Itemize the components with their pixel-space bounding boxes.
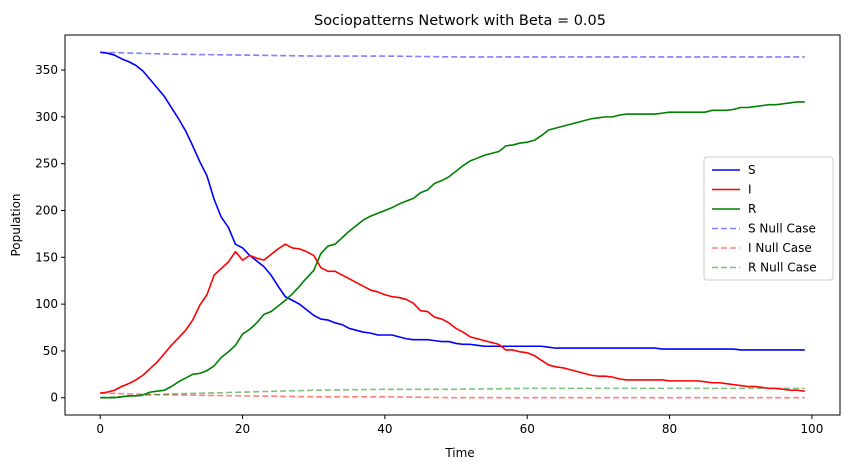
legend-label: S Null Case <box>748 222 816 236</box>
x-tick-label: 20 <box>235 422 250 436</box>
y-tick-label: 150 <box>35 250 58 264</box>
y-tick-label: 250 <box>35 157 58 171</box>
x-tick-label: 80 <box>662 422 677 436</box>
series-line-r-null-case <box>100 387 805 399</box>
y-axis: 0 50 100 150 200 250 300 350 <box>35 63 65 405</box>
legend-label: S <box>748 163 756 177</box>
legend: SIR S Null Case I Null Case R Null Case <box>703 156 834 281</box>
x-axis: 0 20 40 60 80 100 <box>96 415 823 436</box>
x-tick-label: 40 <box>377 422 392 436</box>
x-axis-label: Time <box>444 446 474 460</box>
series-line-r <box>100 101 805 399</box>
y-tick-label: 200 <box>35 203 58 217</box>
series-layer <box>100 51 805 399</box>
y-axis-label: Population <box>9 193 23 256</box>
x-tick-label: 60 <box>520 422 535 436</box>
legend-label: R Null Case <box>748 261 817 275</box>
y-tick-label: 350 <box>35 63 58 77</box>
legend-label: R <box>748 202 756 216</box>
legend-label: I Null Case <box>748 241 812 255</box>
y-tick-label: 300 <box>35 110 58 124</box>
y-tick-label: 50 <box>43 344 58 358</box>
x-tick-label: 100 <box>800 422 823 436</box>
series-line-s <box>100 51 805 351</box>
y-tick-label: 100 <box>35 297 58 311</box>
x-tick-label: 0 <box>96 422 104 436</box>
y-tick-label: 0 <box>50 391 58 405</box>
legend-box <box>703 156 834 281</box>
series-line-i <box>100 243 805 394</box>
series-line-s-null-case <box>100 51 805 58</box>
legend-label: I <box>748 183 752 197</box>
chart-title: Sociopatterns Network with Beta = 0.05 <box>314 13 606 29</box>
